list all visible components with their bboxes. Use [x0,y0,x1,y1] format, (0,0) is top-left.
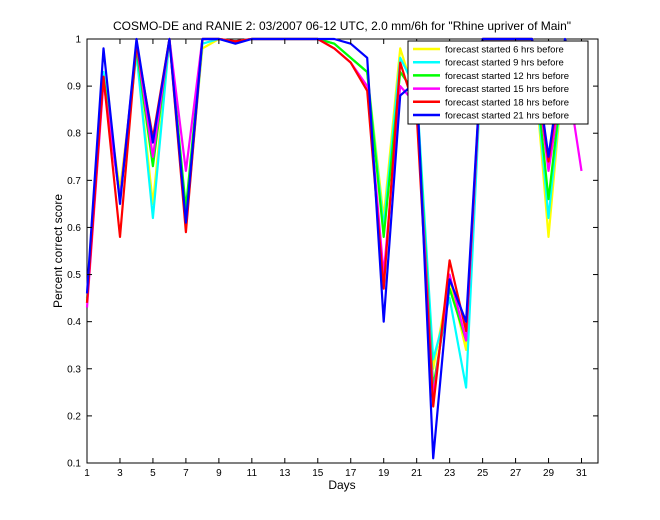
legend: forecast started 6 hrs before forecast st… [407,40,589,125]
y-tick-label: 0.3 [67,364,81,375]
series-line-6 [85,37,583,460]
y-tick-label: 0.8 [67,129,81,140]
x-tick-label: 9 [216,468,222,479]
y-tick-label: 0.1 [67,459,81,470]
x-tick-label: 1 [84,468,90,479]
chart-title: COSMO-DE and RANIE 2: 03/2007 06-12 UTC,… [113,19,571,33]
x-tick-label: 21 [411,468,423,479]
x-tick-label: 5 [150,468,156,479]
y-tick-label: 0.9 [67,82,81,93]
legend-label: forecast started 21 hrs before [445,111,569,122]
y-tick-label: 0.7 [67,176,81,187]
x-axis: 1 3 5 7 9 11 13 15 17 19 21 23 25 27 29 31 [84,39,588,479]
legend-label: forecast started 6 hrs before [445,45,564,56]
y-axis: 0.1 0.2 0.3 0.4 0.5 0.6 0.7 0.8 0.9 1 [67,35,598,470]
x-tick-label: 27 [510,468,522,479]
x-tick-label: 11 [247,468,258,479]
y-axis-title: Percent correct score [51,194,65,308]
x-axis-title: Days [328,478,355,492]
x-tick-label: 3 [117,468,123,479]
x-tick-label: 17 [345,468,357,479]
legend-label: forecast started 15 hrs before [445,84,569,95]
legend-label: forecast started 18 hrs before [445,97,569,108]
y-tick-label: 0.5 [67,270,81,281]
x-tick-label: 31 [576,468,588,479]
series-layer [85,37,583,460]
y-tick-label: 1 [75,35,81,46]
x-tick-label: 13 [279,468,291,479]
x-tick-label: 29 [543,468,555,479]
x-tick-label: 19 [378,468,390,479]
x-tick-label: 23 [444,468,456,479]
y-tick-label: 0.6 [67,223,81,234]
legend-box [407,40,589,125]
y-tick-label: 0.4 [67,317,81,328]
x-tick-label: 7 [183,468,189,479]
y-tick-label: 0.2 [67,411,81,422]
legend-label: forecast started 9 hrs before [445,58,564,69]
x-tick-label: 25 [477,468,489,479]
x-tick-label: 15 [312,468,324,479]
legend-label: forecast started 12 hrs before [445,71,569,82]
